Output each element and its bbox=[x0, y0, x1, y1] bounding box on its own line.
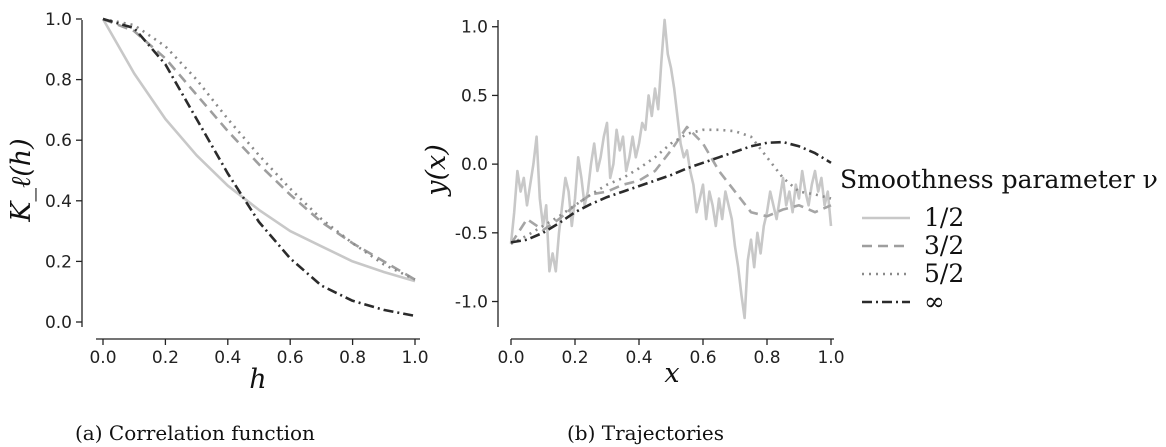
a-x-tick-label: 0.2 bbox=[152, 348, 179, 368]
b-x-tick-label: 0.4 bbox=[625, 348, 652, 368]
panel-b-series bbox=[509, 18, 833, 320]
b-series-line-0 bbox=[509, 18, 833, 320]
a-y-tick-label: 0.8 bbox=[45, 71, 72, 91]
b-series-line-3 bbox=[510, 140, 832, 244]
b-series-line-2 bbox=[510, 128, 832, 245]
b-y-tick-label: 1.0 bbox=[461, 18, 488, 38]
a-y-tick-label: 0.2 bbox=[45, 252, 72, 272]
a-x-tick-label: 0.0 bbox=[89, 348, 116, 368]
b-x-tick-label: 0.0 bbox=[497, 348, 524, 368]
a-series-line-1 bbox=[102, 17, 416, 281]
legend-entry-2: 5/2 bbox=[924, 259, 964, 288]
b-x-tick-label: 0.8 bbox=[753, 348, 780, 368]
b-x-tick-label: 0.6 bbox=[689, 348, 716, 368]
a-y-tick-label: 0.4 bbox=[45, 192, 72, 212]
legend-entry-0: 1/2 bbox=[924, 203, 964, 232]
b-y-tick-label: 0.0 bbox=[461, 155, 488, 175]
b-x-tick-label: 0.2 bbox=[561, 348, 588, 368]
panel-a-y-label: K_ℓ(h) bbox=[6, 138, 37, 222]
panel-a-series bbox=[101, 17, 416, 318]
legend-entry-3: ∞ bbox=[924, 287, 945, 316]
panel-b-x-label: x bbox=[664, 358, 679, 389]
panel-a-x-ticks: 0.0 0.2 0.4 0.6 0.8 1.0 bbox=[89, 339, 429, 368]
panel-a-y-ticks: 0.0 0.2 0.4 0.6 0.8 1.0 bbox=[45, 10, 82, 333]
a-series-line-3 bbox=[102, 17, 416, 318]
a-x-tick-label: 1.0 bbox=[401, 348, 428, 368]
a-y-tick-label: 1.0 bbox=[45, 10, 72, 30]
b-y-tick-label: -0.5 bbox=[455, 224, 488, 244]
panel-b-trajectories: -1.0 -0.5 0.0 0.5 1.0 0.0 0.2 0.4 0.6 0.8 1.0 x y… bbox=[421, 18, 845, 445]
a-x-tick-label: 0.6 bbox=[277, 348, 304, 368]
a-series-line-2 bbox=[102, 17, 416, 281]
panel-a-x-label: h bbox=[249, 364, 266, 395]
panel-b-y-label: y(x) bbox=[421, 144, 452, 197]
legend-items: 1/23/25/2∞ bbox=[862, 203, 964, 316]
panel-b-caption: (b) Trajectories bbox=[567, 421, 724, 445]
a-x-tick-label: 0.8 bbox=[339, 348, 366, 368]
legend: Smoothness parameter ν 1/23/25/2∞ bbox=[840, 165, 1158, 316]
b-y-tick-label: 0.5 bbox=[461, 86, 488, 106]
a-y-tick-label: 0.6 bbox=[45, 131, 72, 151]
panel-b-y-ticks: -1.0 -0.5 0.0 0.5 1.0 bbox=[455, 18, 498, 313]
legend-title: Smoothness parameter ν bbox=[840, 165, 1158, 194]
a-y-tick-label: 0.0 bbox=[45, 313, 72, 333]
legend-entry-1: 3/2 bbox=[924, 231, 964, 260]
panel-a-correlation: 0.00.20.40.60.81.0 0.0 0.2 0.4 0.6 0.8 1.0 h … bbox=[6, 10, 429, 445]
b-x-tick-label: 1.0 bbox=[817, 348, 844, 368]
panel-a-caption: (a) Correlation function bbox=[75, 421, 315, 445]
b-y-tick-label: -1.0 bbox=[455, 293, 488, 313]
panel-b-x-ticks: 0.0 0.2 0.4 0.6 0.8 1.0 bbox=[497, 339, 845, 368]
a-x-tick-label: 0.4 bbox=[214, 348, 241, 368]
a-series-line-0 bbox=[101, 18, 416, 283]
